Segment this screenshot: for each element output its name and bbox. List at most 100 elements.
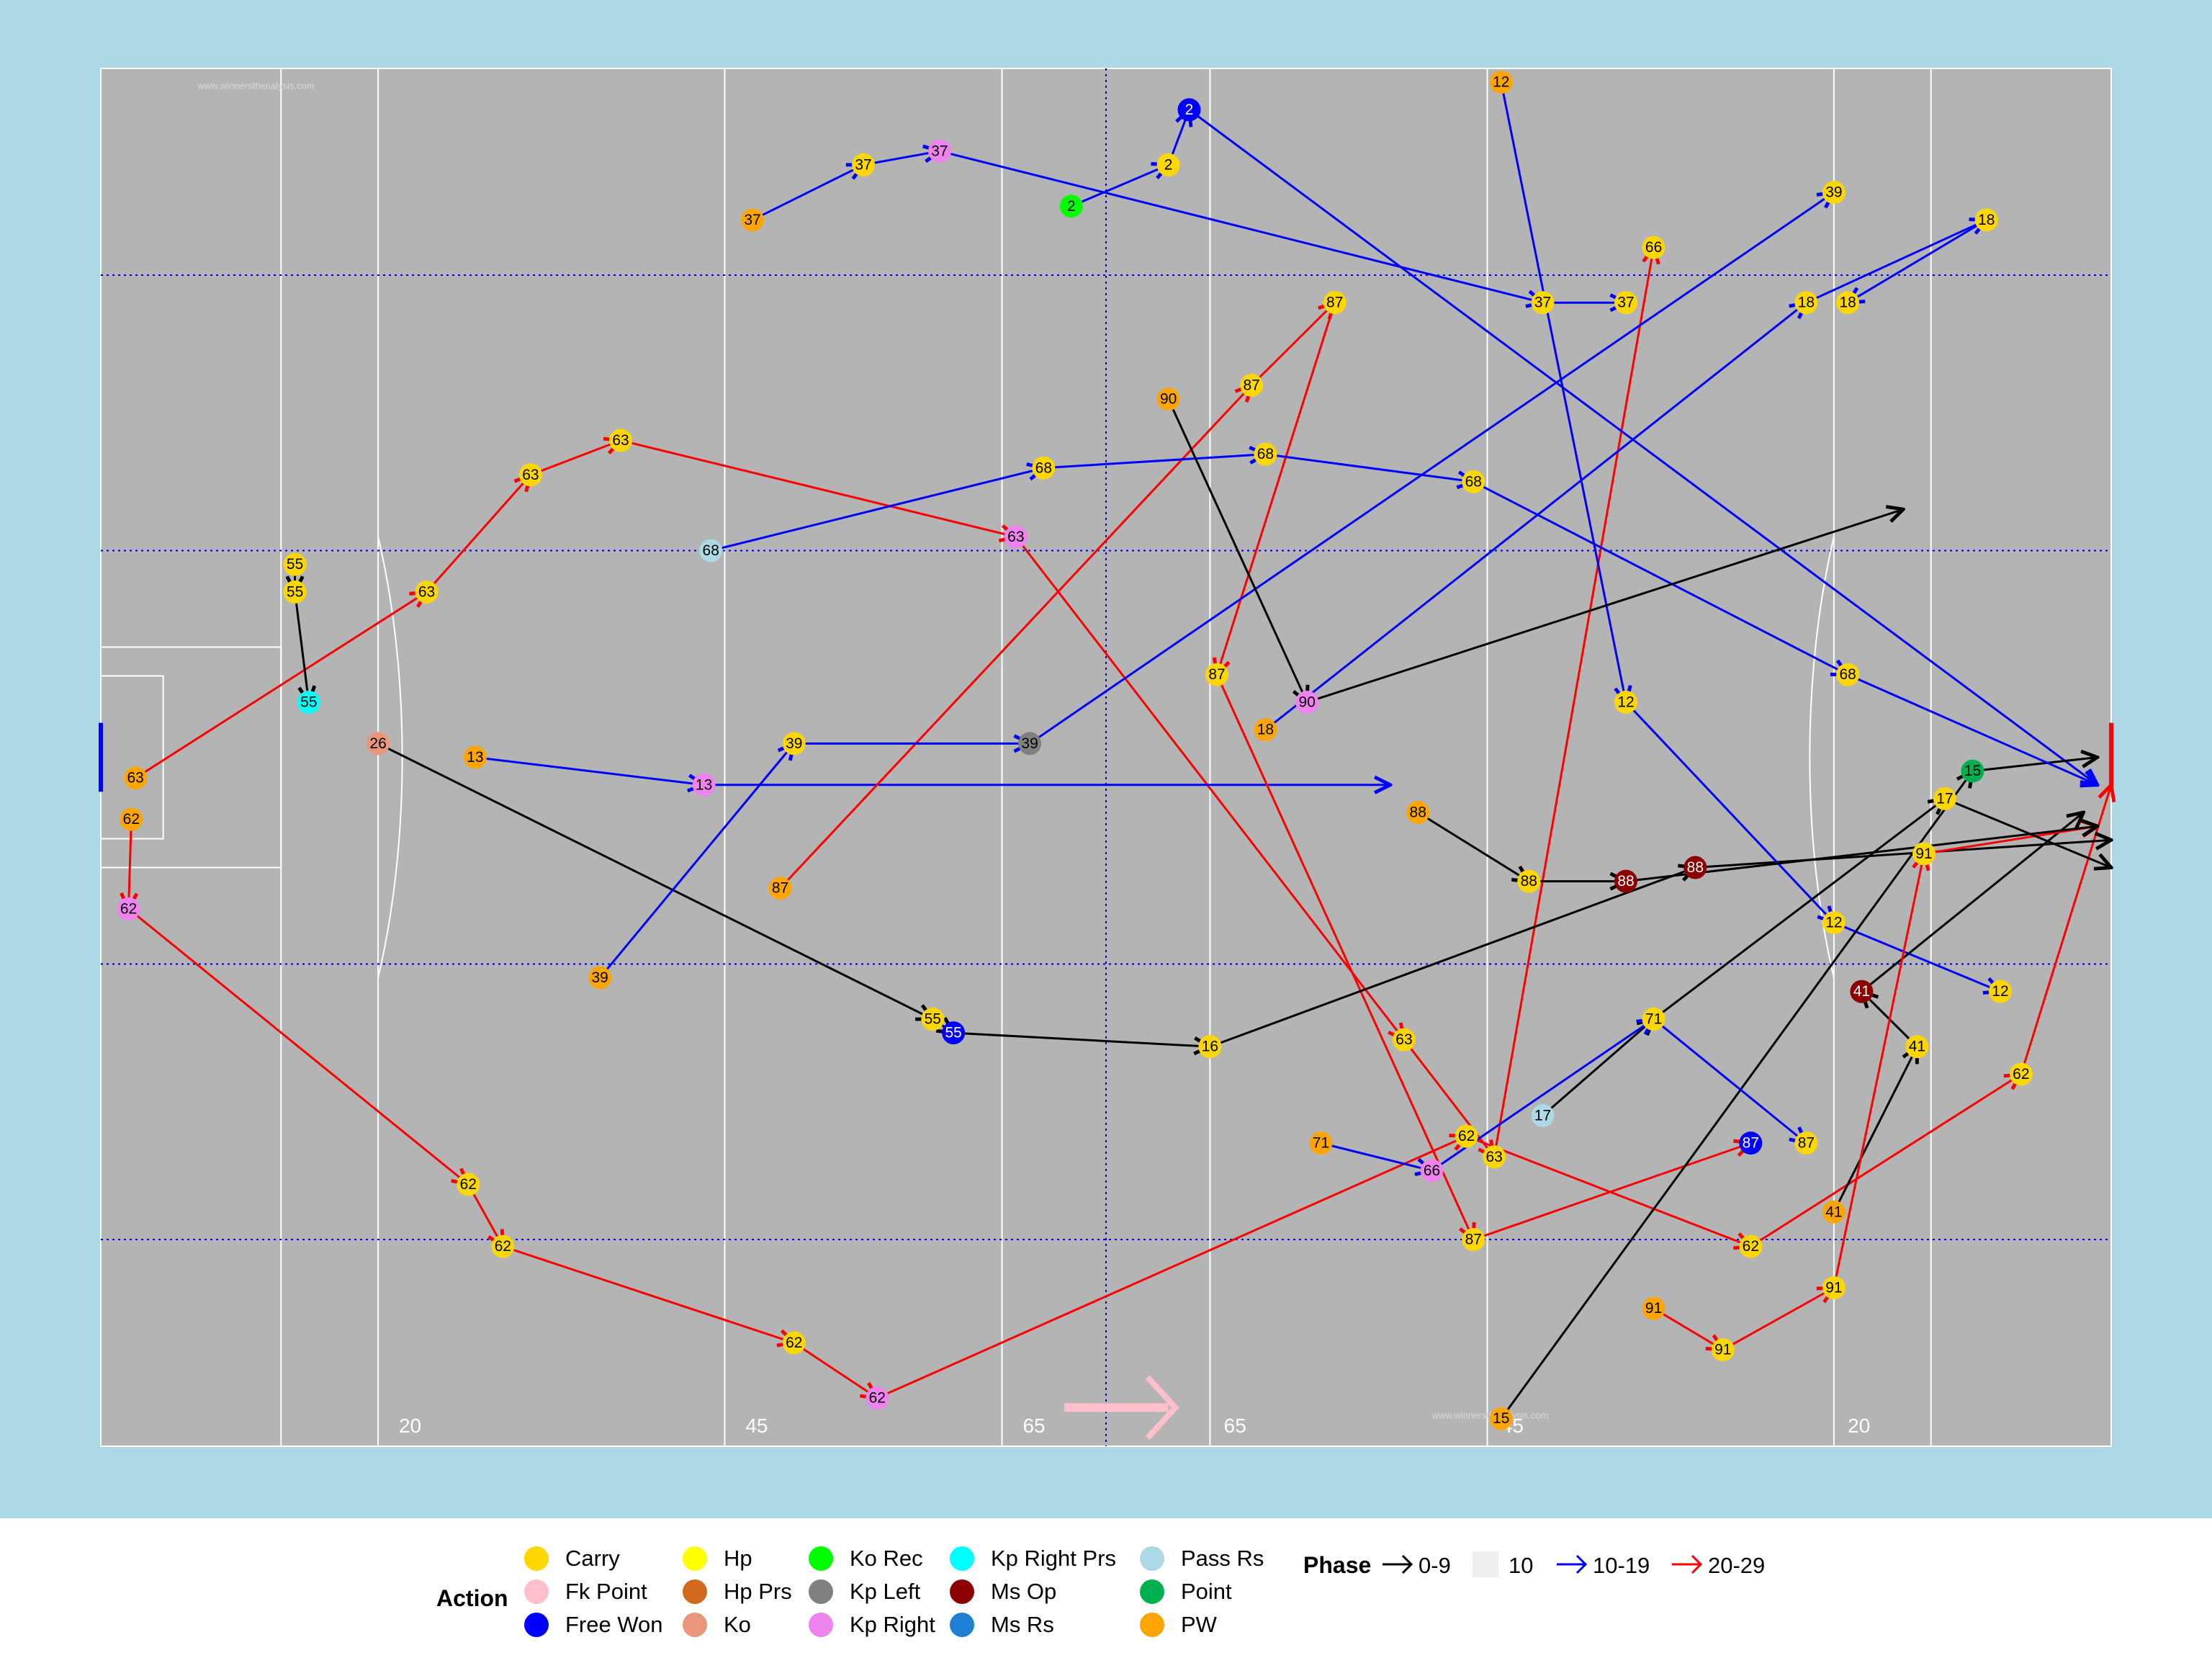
event-point [1850,980,1874,1003]
event-label: 2 [1067,198,1076,215]
event-arrow [530,441,621,476]
event-point [1032,456,1056,480]
event-point [692,773,716,797]
event-point [1406,801,1430,825]
event-point [1018,732,1042,756]
event-arrow [1695,840,2111,869]
event-label: 2 [1185,102,1194,118]
pitch-chart: 204565654520www.winnersthenalysis.comwww… [99,68,2212,1447]
event-point [1156,387,1180,411]
event-label: 13 [696,776,712,793]
legend-key [950,1613,974,1637]
arc-left [377,537,403,978]
event-label: 62 [495,1238,511,1255]
event-point [2009,1062,2033,1086]
event-arrow [1029,192,1834,745]
event-arrow [129,819,132,909]
event-label: 55 [287,556,303,573]
event-label: 87 [1243,377,1259,393]
event-arrow [710,468,1043,552]
event-point [1912,842,1936,866]
direction-arrow-head [1145,1375,1179,1440]
legend-title-action: Action [436,1585,508,1611]
event-label: 63 [1395,1031,1412,1048]
event-arrow [1722,1288,1834,1351]
event-arrow [620,439,1016,537]
legend-key [1401,1554,1413,1574]
event-point [588,966,612,990]
event-point [1822,911,1845,935]
event-label: 63 [418,583,435,600]
legend-key [683,1579,707,1604]
event-label: 39 [1825,184,1842,201]
event-label: 88 [1521,873,1537,889]
event-point [1420,1159,1444,1183]
event-arrow [1861,812,2083,992]
event-label: 87 [1798,1135,1815,1152]
legend-key [1691,1554,1703,1574]
event-arrow [1015,536,1404,1039]
event-point [699,539,723,562]
event-point [1739,1234,1763,1258]
legend-label: Free Won [565,1612,663,1637]
event-label: 71 [1313,1135,1329,1152]
legend-label: 10-19 [1593,1553,1650,1578]
event-arrow [1466,1135,1751,1247]
legend-key [809,1579,833,1604]
event-arrow [939,150,1543,302]
pitch-marking: 20 [1848,1415,1870,1437]
event-point [463,745,487,769]
event-arrow [1653,1018,1807,1143]
event-label: 90 [1160,391,1177,408]
event-arrow [1417,811,1529,882]
event-point [518,463,542,487]
event-arrow [1167,398,1308,702]
event-label: 91 [1825,1280,1842,1296]
event-label: 55 [945,1025,962,1041]
event-arrow [1944,797,2111,868]
event-label: 37 [855,156,871,173]
event-point [1794,291,1818,315]
event-point [1642,1007,1665,1031]
event-label: 39 [786,735,802,752]
event-point [1739,1131,1763,1155]
event-arrow [1500,81,1626,702]
event-label: 88 [1410,804,1426,821]
event-label: 91 [1645,1300,1662,1317]
event-label: 12 [1493,74,1509,91]
legend-label: Kp Right Prs [991,1546,1116,1571]
event-label: 37 [1534,295,1551,311]
event-label: 15 [1964,763,1981,779]
event-point [1794,1131,1818,1155]
pitch-marking: 45 [745,1415,768,1437]
event-point [367,732,390,756]
event-arrow [475,756,704,785]
legend-label: Kp Right [850,1612,935,1637]
event-point [1489,1407,1513,1430]
event-label: 41 [1909,1039,1925,1055]
legend-key [1140,1546,1164,1571]
event-arrow [1750,1074,2020,1247]
event-arrow [863,151,940,166]
event-arrow [1473,1143,1750,1241]
event-label: 55 [287,583,303,600]
event-label: 18 [1839,295,1856,311]
event-arrow [1306,509,1903,704]
event-label: 62 [120,900,137,917]
event-point [1295,690,1319,714]
event-point [1614,291,1638,315]
event-arrow [1217,302,1336,675]
event-label: 62 [2013,1066,2029,1082]
event-label: 63 [612,432,629,449]
event-arrow [1624,701,1834,923]
legend-label: Fk Point [565,1579,647,1604]
event-arrow [1847,673,2098,785]
legend-label: Kp Left [850,1579,921,1604]
event-point [124,766,148,790]
event-arrow [876,1137,1466,1399]
event-arrow [1043,454,1265,470]
event-point [1198,1035,1222,1059]
event-arrow [377,743,932,1019]
event-label: 88 [1617,873,1634,889]
event-label: 18 [1257,722,1274,738]
